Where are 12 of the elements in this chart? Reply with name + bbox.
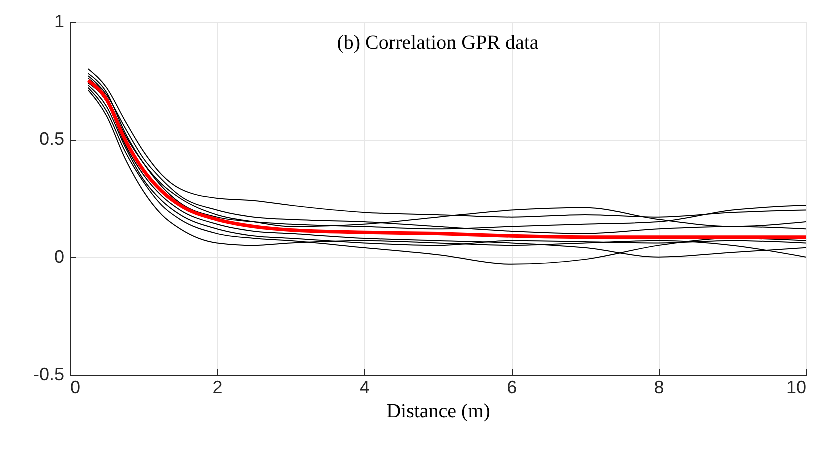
x-tick-label: 10 bbox=[786, 378, 806, 398]
y-tick-label: 1 bbox=[54, 12, 64, 32]
y-tick-label: -0.5 bbox=[33, 364, 64, 384]
text: (b) Correlation GPR data bbox=[337, 32, 539, 54]
y-tick-label: 0 bbox=[54, 246, 64, 267]
x-axis-title: Distance (m) bbox=[386, 400, 490, 422]
x-tick-label: 4 bbox=[360, 378, 370, 398]
y-tick-label: 0.5 bbox=[39, 129, 64, 150]
x-tick-label: 0 bbox=[70, 378, 81, 398]
x-tick-label: 2 bbox=[212, 378, 223, 398]
x-tick-label: 8 bbox=[654, 378, 664, 398]
x-tick-label: 6 bbox=[507, 378, 518, 398]
